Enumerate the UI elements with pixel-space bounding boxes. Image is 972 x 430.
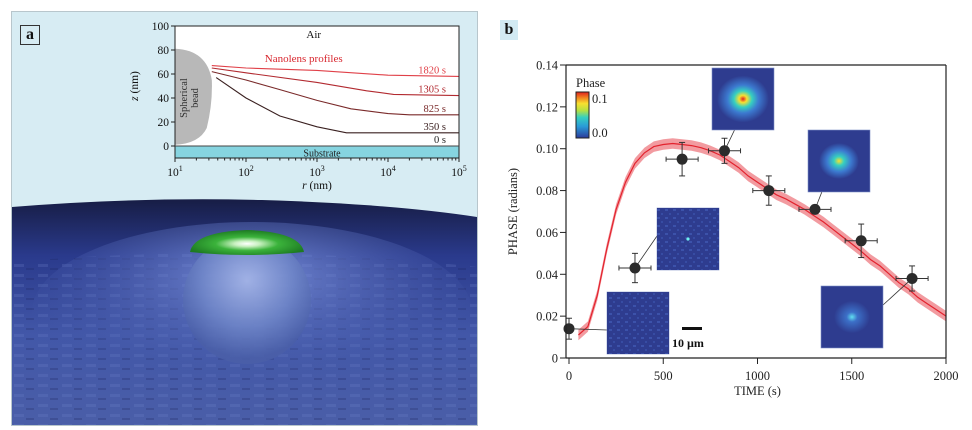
data-point: [798, 203, 832, 215]
data-point: [752, 175, 786, 206]
x-tick-label: 2000: [934, 369, 959, 383]
y-tick-label: 80: [158, 45, 170, 57]
bead-label-line1: Spherical: [179, 78, 190, 118]
data-marker: [906, 272, 918, 284]
y-axis-label-var: z: [129, 96, 141, 102]
scale-bar-label: 10 µm: [672, 336, 704, 350]
x-tick-exponent: 3: [321, 164, 325, 173]
y-tick-label: 0.06: [536, 226, 558, 240]
data-point: [665, 141, 699, 177]
data-point: [895, 265, 929, 292]
data-marker: [855, 235, 867, 247]
x-tick-exponent: 4: [392, 164, 396, 173]
y-tick-label: 0.14: [536, 59, 559, 73]
phase-image-noise: [607, 292, 669, 354]
profile-line-825s: [211, 71, 459, 116]
data-marker: [629, 262, 641, 274]
x-tick-exponent: 5: [463, 164, 467, 173]
y-tick-label: 0: [163, 141, 169, 153]
bead-label-line2: bead: [190, 87, 201, 108]
data-marker: [563, 323, 575, 335]
profile-label-825s: 825 s: [424, 104, 446, 115]
profile-line-1305s: [211, 67, 460, 97]
y-tick-label: 0.10: [536, 142, 558, 156]
phase-image-spot: [834, 300, 870, 334]
profile-line-1820s: [211, 65, 460, 77]
profile-label-0s: 0 s: [434, 135, 446, 146]
x-tick-label: 500: [654, 369, 673, 383]
data-marker: [809, 203, 821, 215]
x-tick-exponent: 1: [179, 164, 183, 173]
phase-image-spot: [819, 143, 859, 179]
y-tick-label: 0.08: [536, 184, 558, 198]
scale-bar: [682, 327, 702, 330]
legend-min-label: 0.0: [592, 126, 608, 140]
legend-title: Phase: [576, 76, 606, 90]
legend-max-label: 0.1: [592, 92, 608, 106]
y-axis-label: z (nm): [129, 71, 141, 102]
y-axis-label-unit: (nm): [129, 71, 141, 96]
y-tick-label: 100: [152, 21, 170, 33]
data-marker: [676, 153, 688, 165]
y-tick-label: 0.12: [536, 100, 558, 114]
phase-image-spot: [717, 75, 769, 123]
spherical-bead-shape: [175, 48, 212, 145]
x-tick-exponent: 2: [250, 164, 254, 173]
data-point: [844, 223, 878, 259]
y-tick-label: 0.04: [536, 268, 559, 282]
x-axis-label-unit: (nm): [307, 180, 332, 192]
spherical-bead: [183, 236, 311, 364]
data-point: [618, 252, 652, 284]
profile-label-350s: 350 s: [424, 122, 446, 133]
inset-connector: [882, 278, 913, 306]
inset-connector: [634, 235, 658, 269]
y-tick-label: 20: [158, 117, 170, 129]
bead-rendering: [12, 199, 477, 425]
x-axis-label: TIME (s): [734, 384, 781, 398]
x-axis-label: r (nm): [302, 180, 332, 192]
fit-curve: [578, 142, 947, 336]
data-marker: [719, 145, 731, 157]
nanolens-profiles-label: Nanolens profiles: [265, 53, 343, 65]
x-tick-label: 0: [566, 369, 572, 383]
nanolens-cap: [190, 230, 304, 255]
inset-connector: [568, 328, 608, 331]
x-axis-label-var: r: [302, 180, 307, 192]
substrate-band: [175, 146, 459, 158]
y-tick-label: 0: [552, 352, 558, 366]
y-tick-label: 0.02: [536, 310, 558, 324]
air-label: Air: [306, 29, 321, 41]
y-axis-label: PHASE (radians): [506, 168, 520, 255]
profile-label-1820s: 1820 s: [418, 65, 446, 76]
phase-colorbar: [575, 91, 590, 139]
y-tick-label: 40: [158, 93, 170, 105]
plot-background: [175, 26, 459, 158]
bead-label: Sphericalbead: [179, 78, 201, 118]
x-tick-label: 1500: [839, 369, 864, 383]
panel-a-label: a: [20, 25, 40, 45]
data-marker: [763, 185, 775, 197]
profile-line-350s: [215, 77, 459, 134]
panel-a: Substrate Sphericalbead 0 s 350 s 825 s 1305 …: [11, 11, 478, 426]
panel-b-label: b: [500, 20, 518, 40]
x-tick-label: 1000: [745, 369, 770, 383]
data-point: [563, 317, 575, 340]
substrate-label: Substrate: [303, 149, 341, 160]
profile-label-1305s: 1305 s: [418, 85, 446, 96]
data-point: [707, 137, 742, 164]
y-tick-label: 60: [158, 69, 170, 81]
phase-image-dot: [686, 237, 690, 241]
nanolens-profile-chart: Substrate Sphericalbead 0 s 350 s 825 s 1305 …: [129, 21, 467, 192]
